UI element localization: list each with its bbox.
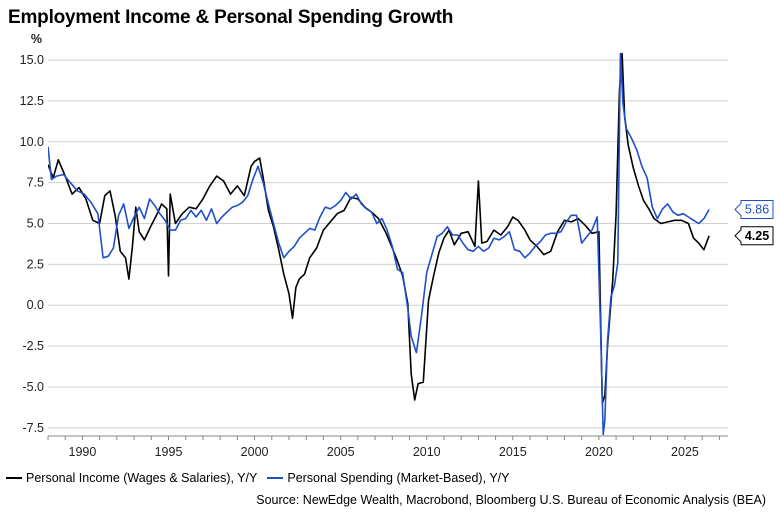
y-tick-label: -2.5 [22, 339, 44, 353]
legend-swatch-income [6, 477, 22, 479]
spending-end-label: 5.86 [734, 199, 774, 219]
legend-item-income: Personal Income (Wages & Salaries), Y/Y [6, 471, 257, 485]
svg-text:5.86: 5.86 [745, 202, 769, 216]
legend-item-spending: Personal Spending (Market-Based), Y/Y [267, 471, 509, 485]
x-axis-ticks: 1990 1995 2000 2005 2010 2015 2020 2025 [47, 436, 720, 459]
y-tick-label: 7.5 [27, 176, 44, 190]
income-end-label: 4.25 [734, 226, 774, 246]
y-tick-label: 12.5 [20, 94, 44, 108]
gridlines [48, 59, 728, 429]
spending-series-line [48, 52, 710, 436]
legend-label-income: Personal Income (Wages & Salaries), Y/Y [26, 471, 258, 485]
svg-text:4.25: 4.25 [745, 229, 769, 243]
x-tick-label: 2000 [241, 445, 269, 459]
y-tick-label: -7.5 [22, 421, 44, 435]
x-tick-label: 2010 [413, 445, 441, 459]
y-axis-ticks: 15.0 12.5 10.0 7.5 5.0 2.5 0.0 -2.5 -5.0 -7.5 [20, 53, 44, 435]
y-tick-label: 2.5 [27, 257, 44, 271]
chart-title: Employment Income & Personal Spending Gr… [8, 7, 454, 28]
chart-plot: 15.0 12.5 10.0 7.5 5.0 2.5 0.0 -2.5 -5.0 -7.5 199… [20, 32, 774, 459]
legend: Personal Income (Wages & Salaries), Y/Y … [6, 471, 519, 485]
y-tick-label: 0.0 [27, 298, 44, 312]
x-tick-label: 2025 [671, 445, 699, 459]
y-tick-label: 5.0 [27, 217, 44, 231]
income-series-line [48, 52, 710, 405]
source-note: Source: NewEdge Wealth, Macrobond, Bloom… [256, 493, 766, 507]
legend-label-spending: Personal Spending (Market-Based), Y/Y [287, 471, 510, 485]
legend-swatch-spending [267, 477, 284, 479]
y-tick-label: -5.0 [22, 380, 44, 394]
y-tick-label: 15.0 [20, 53, 44, 67]
y-axis-unit: % [31, 32, 42, 46]
x-tick-label: 1995 [155, 445, 183, 459]
series-lines [48, 52, 710, 436]
x-tick-label: 2015 [499, 445, 527, 459]
y-tick-label: 10.0 [20, 135, 44, 149]
x-tick-label: 1990 [69, 445, 97, 459]
end-labels: 4.25 5.86 [734, 199, 774, 246]
x-tick-label: 2020 [585, 445, 613, 459]
x-tick-label: 2005 [327, 445, 355, 459]
